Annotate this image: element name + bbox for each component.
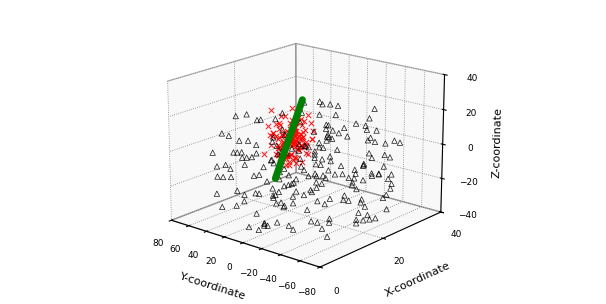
X-axis label: Y-coordinate: Y-coordinate bbox=[179, 271, 247, 302]
Y-axis label: X-coordinate: X-coordinate bbox=[384, 261, 452, 299]
